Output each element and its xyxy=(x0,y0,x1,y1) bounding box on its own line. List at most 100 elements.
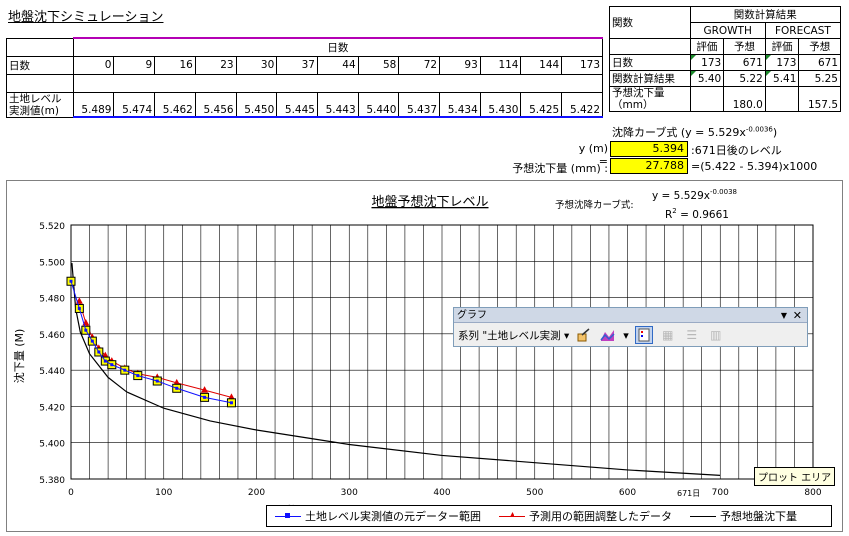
header-days[interactable]: 日数 xyxy=(72,37,604,57)
series-line-forecast xyxy=(71,263,721,476)
chart-equation: y = 5.529x-0.0038 xyxy=(652,188,737,202)
chart-object-select[interactable]: 系列 "土地レベル実測 ▾ xyxy=(458,329,570,342)
blank-cell[interactable] xyxy=(72,73,604,93)
level-cell[interactable]: 5.445 xyxy=(276,91,318,118)
row-level-label[interactable]: 土地レベル 実測値(m) xyxy=(6,91,74,118)
day-cell[interactable]: 114 xyxy=(479,55,522,75)
y-tick-label: 5.440 xyxy=(39,367,65,377)
level-label-line1: 土地レベル xyxy=(9,92,62,105)
legend-icon[interactable] xyxy=(634,326,653,344)
close-icon[interactable]: ✕ xyxy=(792,309,802,322)
settle-cell[interactable]: 157.5 xyxy=(798,86,841,112)
day-cell[interactable]: 173 xyxy=(561,55,603,75)
result-days-cell[interactable]: 671 xyxy=(798,54,841,71)
graph-toolbar[interactable]: グラフ ▼ ✕ 系列 "土地レベル実測 ▾ ▾ ▦ ☰ ▥ xyxy=(453,307,808,347)
chart-r2: R2 = 0.9661 xyxy=(665,207,729,221)
level-cell[interactable]: 5.434 xyxy=(439,91,481,118)
toolbar-titlebar[interactable]: グラフ ▼ ✕ xyxy=(454,308,807,323)
day-cell[interactable]: 23 xyxy=(194,55,237,75)
growth-header[interactable]: GROWTH xyxy=(689,22,766,39)
day-cell[interactable]: 30 xyxy=(235,55,278,75)
chart-title: 地盤予想沈下レベル xyxy=(371,194,488,210)
forecast-header[interactable]: FORECAST xyxy=(764,22,842,39)
curve-close: ) xyxy=(772,126,778,139)
toolbar-row: 系列 "土地レベル実測 ▾ ▾ ▦ ☰ ▥ xyxy=(454,323,807,347)
level-cell[interactable]: 5.430 xyxy=(479,91,522,118)
series-point-measured xyxy=(90,339,94,343)
calc-cell[interactable]: 5.41 xyxy=(764,70,800,87)
header-blank[interactable] xyxy=(6,37,74,57)
day-cell[interactable]: 144 xyxy=(520,55,563,75)
blank-cell[interactable] xyxy=(609,38,691,55)
grid-layer xyxy=(70,224,814,480)
result-title[interactable]: 関数計算結果 xyxy=(689,6,842,23)
level-cell[interactable]: 5.474 xyxy=(113,91,156,118)
settle-cell[interactable] xyxy=(764,86,800,112)
level-cell[interactable]: 5.440 xyxy=(357,91,400,118)
chart-area[interactable]: 5.380 5.400 5.420 5.440 5.460 5.480 5.500 5.520… xyxy=(6,180,843,532)
result-days-cell[interactable]: 173 xyxy=(689,54,725,71)
day-cell[interactable]: 9 xyxy=(113,55,156,75)
toolbar-menu-icon[interactable]: ▼ xyxy=(780,311,787,320)
level-cell[interactable]: 5.456 xyxy=(194,91,237,118)
level-cell[interactable]: 5.422 xyxy=(561,91,603,118)
series-point-adjusted xyxy=(201,386,209,393)
curve-exp: -0.0036 xyxy=(745,125,773,134)
calc-cell[interactable]: 5.40 xyxy=(689,70,725,87)
settle-cell[interactable] xyxy=(689,86,725,112)
chart-type-dropdown-icon[interactable]: ▾ xyxy=(623,328,629,342)
by-row-icon[interactable]: ☰ xyxy=(686,328,698,342)
row-days-label[interactable]: 日数 xyxy=(6,55,74,75)
calc-cell[interactable]: 5.22 xyxy=(723,70,766,87)
growth-predict-header[interactable]: 予想 xyxy=(723,38,766,55)
settle-value-cell[interactable]: 27.788 xyxy=(610,158,688,174)
curve-caption: 予想沈降カーブ式: xyxy=(555,199,634,211)
legend-label-forecast: 予想地盤沈下量 xyxy=(720,510,797,523)
day-cell[interactable]: 37 xyxy=(276,55,318,75)
chart-type-icon[interactable] xyxy=(599,326,617,344)
func-label[interactable]: 関数 xyxy=(609,6,691,39)
day-cell[interactable]: 44 xyxy=(316,55,359,75)
level-cell[interactable]: 5.437 xyxy=(398,91,441,118)
level-cell[interactable]: 5.462 xyxy=(154,91,196,118)
data-table-icon[interactable]: ▦ xyxy=(662,328,674,342)
result-days-cell[interactable]: 671 xyxy=(723,54,766,71)
y-tick-label: 5.400 xyxy=(39,440,65,450)
result-days-label[interactable]: 日数 xyxy=(609,54,691,71)
result-days-cell[interactable]: 173 xyxy=(764,54,800,71)
settle-cell[interactable]: 180.0 xyxy=(723,86,766,112)
day-cell[interactable]: 16 xyxy=(154,55,196,75)
x-tick-label: 0 xyxy=(68,488,74,498)
day-cell[interactable]: 58 xyxy=(357,55,400,75)
day-cell[interactable]: 93 xyxy=(439,55,481,75)
annot-671: 671日 xyxy=(677,489,700,498)
by-column-icon[interactable]: ▥ xyxy=(710,328,722,342)
forecast-eval-header[interactable]: 評価 xyxy=(764,38,800,55)
y-note: :671日後のレベル xyxy=(691,144,782,157)
format-series-icon[interactable] xyxy=(575,326,593,344)
series-point-adjusted xyxy=(173,378,181,386)
growth-eval-header[interactable]: 評価 xyxy=(689,38,725,55)
forecast-predict-header[interactable]: 予想 xyxy=(798,38,841,55)
calc-label[interactable]: 関数計算結果 xyxy=(609,70,691,87)
series-point-measured xyxy=(136,374,140,378)
settle-label-line1: 予想沈下量 xyxy=(612,87,665,99)
series-line-adjusted xyxy=(78,301,232,398)
series-layer xyxy=(66,263,721,476)
calc-cell[interactable]: 5.25 xyxy=(798,70,841,87)
settle-label[interactable]: 予想沈下量 （mm） xyxy=(609,86,691,112)
level-cell[interactable]: 5.450 xyxy=(235,91,278,118)
legend-label-adjusted: 予測用の範囲調整したデータ xyxy=(529,510,672,523)
day-cell[interactable]: 72 xyxy=(398,55,441,75)
level-cell[interactable]: 5.425 xyxy=(520,91,563,118)
legend-line-red-icon xyxy=(499,511,525,517)
series-point-measured xyxy=(97,350,101,354)
x-tick-label: 800 xyxy=(804,488,821,498)
y-value-cell[interactable]: 5.394 xyxy=(610,141,688,157)
blank-cell[interactable] xyxy=(6,73,74,93)
day-cell[interactable]: 0 xyxy=(72,55,115,75)
chart-legend[interactable]: 土地レベル実測値の元データー範囲 予測用の範囲調整したデータ 予想地盤沈下量 xyxy=(266,505,832,527)
x-tick-label: 100 xyxy=(155,488,172,498)
level-cell[interactable]: 5.489 xyxy=(72,91,115,118)
level-cell[interactable]: 5.443 xyxy=(316,91,359,118)
